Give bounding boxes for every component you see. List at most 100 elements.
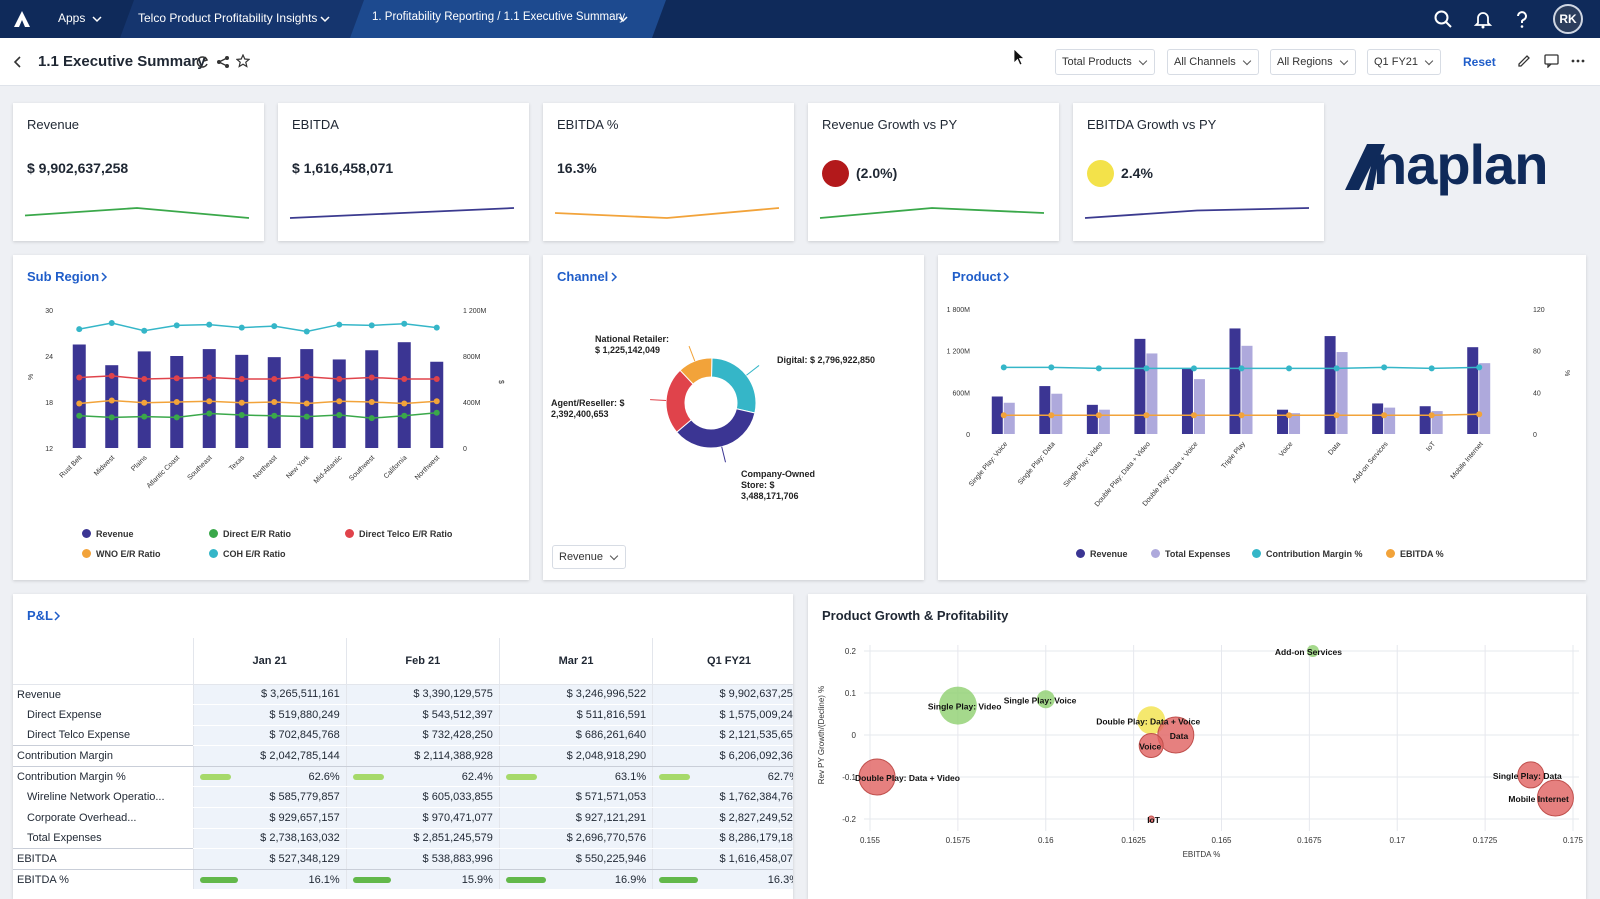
series-point[interactable] <box>1333 412 1340 419</box>
table-cell[interactable]: $ 732,428,250 <box>345 725 500 747</box>
column-header[interactable]: Feb 21 <box>345 638 500 685</box>
table-cell[interactable]: $ 2,827,249,525 <box>652 807 793 829</box>
column-header[interactable]: Jan 21 <box>192 638 347 685</box>
series-point[interactable] <box>1238 365 1245 372</box>
table-cell[interactable]: $ 605,033,855 <box>345 786 500 809</box>
series-point[interactable] <box>206 321 213 328</box>
series-point[interactable] <box>238 399 245 406</box>
series-point[interactable] <box>1286 365 1293 372</box>
bubble-point[interactable] <box>858 758 896 796</box>
revenue-bar[interactable] <box>1467 347 1479 434</box>
table-cell[interactable]: $ 1,762,384,766 <box>652 786 793 809</box>
table-cell[interactable]: $ 2,042,785,144 <box>192 745 347 767</box>
expense-bar[interactable] <box>1289 413 1301 434</box>
table-cell[interactable]: $ 2,738,163,032 <box>192 828 347 850</box>
expense-bar[interactable] <box>1193 379 1205 434</box>
series-point[interactable] <box>303 328 310 335</box>
series-point[interactable] <box>206 398 213 405</box>
series-point[interactable] <box>303 373 310 380</box>
revenue-bar[interactable] <box>430 361 444 448</box>
table-cell[interactable]: $ 686,261,640 <box>498 725 653 747</box>
legend-contribution-margin[interactable]: Contribution Margin % <box>1252 549 1363 559</box>
table-cell[interactable]: 62.6% <box>192 766 347 788</box>
series-point[interactable] <box>1286 412 1293 419</box>
table-cell[interactable]: $ 1,616,458,071 <box>652 848 793 870</box>
series-point[interactable] <box>76 326 83 333</box>
comment-icon[interactable] <box>1544 54 1559 68</box>
expense-bar[interactable] <box>1051 393 1063 434</box>
table-row[interactable]: Revenue $ 3,265,511,161 $ 3,390,129,575 $ 3… <box>13 684 793 706</box>
table-row[interactable]: EBITDA % 16.1% 15.9% 16.9% 16.3% <box>13 869 793 891</box>
table-row[interactable]: Contribution Margin $ 2,042,785,144 $ 2,11… <box>13 745 793 767</box>
filter-products[interactable]: Total Products <box>1055 49 1155 75</box>
share-icon[interactable] <box>216 55 230 69</box>
chevron-right-icon[interactable] <box>100 272 108 282</box>
series-point[interactable] <box>271 376 278 382</box>
expense-bar[interactable] <box>1003 402 1015 434</box>
series-point[interactable] <box>238 324 245 331</box>
series-point[interactable] <box>368 322 375 329</box>
legend-revenue[interactable]: Revenue <box>1076 549 1128 559</box>
revenue-bar[interactable] <box>1229 328 1241 434</box>
table-row[interactable]: Direct Expense $ 519,880,249 $ 543,512,397… <box>13 704 793 726</box>
table-cell[interactable]: 62.7% <box>652 766 793 788</box>
series-point[interactable] <box>1333 365 1340 372</box>
legend-revenue[interactable]: Revenue <box>82 529 134 539</box>
table-cell[interactable]: $ 2,851,245,579 <box>345 828 500 850</box>
series-point[interactable] <box>401 400 408 407</box>
series-point[interactable] <box>141 327 148 334</box>
series-point[interactable] <box>336 398 343 405</box>
series-point[interactable] <box>1476 411 1483 418</box>
table-cell[interactable]: $ 585,779,857 <box>192 786 347 809</box>
series-point[interactable] <box>206 410 213 417</box>
sub-region-title[interactable]: Sub Region <box>27 269 100 284</box>
legend-direct-telco-er[interactable]: Direct Telco E/R Ratio <box>345 529 452 539</box>
revenue-bar[interactable] <box>105 365 119 448</box>
series-point[interactable] <box>108 414 115 421</box>
table-row[interactable]: Total Expenses $ 2,738,163,032 $ 2,851,245… <box>13 828 793 850</box>
revenue-bar[interactable] <box>1134 338 1146 434</box>
series-point[interactable] <box>433 324 440 331</box>
table-cell[interactable]: $ 2,121,535,658 <box>652 725 793 747</box>
revenue-bar[interactable] <box>1372 403 1384 434</box>
series-point[interactable] <box>173 322 180 329</box>
table-cell[interactable]: $ 927,121,291 <box>498 807 653 829</box>
series-point[interactable] <box>1428 365 1435 372</box>
edit-pencil-icon[interactable] <box>1517 54 1531 68</box>
expense-bar[interactable] <box>1336 352 1348 434</box>
table-cell[interactable]: 63.1% <box>498 766 653 788</box>
table-cell[interactable]: $ 519,880,249 <box>192 704 347 726</box>
table-row[interactable]: Corporate Overhead... $ 929,657,157 $ 970,… <box>13 807 793 829</box>
revenue-bar[interactable] <box>1039 386 1051 434</box>
legend-total-expenses[interactable]: Total Expenses <box>1151 549 1230 559</box>
series-point[interactable] <box>141 413 148 420</box>
table-cell[interactable]: $ 8,286,179,187 <box>652 828 793 850</box>
revenue-bar[interactable] <box>137 351 151 448</box>
table-cell[interactable]: 62.4% <box>345 766 500 788</box>
series-point[interactable] <box>433 376 440 382</box>
bubble-point[interactable] <box>1147 815 1155 823</box>
series-point[interactable] <box>1000 412 1007 419</box>
bubble-point[interactable] <box>1517 761 1545 789</box>
chevron-right-icon[interactable] <box>610 272 618 282</box>
donut-slice[interactable] <box>711 357 757 414</box>
bubble-point[interactable] <box>938 686 977 725</box>
channel-measure-dropdown[interactable]: Revenue <box>552 545 627 569</box>
series-point[interactable] <box>1381 364 1388 371</box>
series-point[interactable] <box>1095 412 1102 419</box>
table-cell[interactable]: 15.9% <box>345 869 500 891</box>
series-point[interactable] <box>336 376 343 382</box>
series-point[interactable] <box>1190 365 1197 372</box>
series-point[interactable] <box>368 415 375 422</box>
table-row[interactable]: Wireline Network Operatio... $ 585,779,85… <box>13 786 793 809</box>
revenue-bar[interactable] <box>72 344 86 449</box>
help-icon[interactable] <box>1512 9 1532 29</box>
table-cell[interactable]: $ 702,845,768 <box>192 725 347 747</box>
series-point[interactable] <box>1143 412 1150 419</box>
expense-bar[interactable] <box>1098 409 1110 434</box>
apps-menu[interactable]: Apps <box>0 0 130 38</box>
bell-icon[interactable] <box>1473 9 1493 29</box>
star-icon[interactable] <box>236 54 250 68</box>
series-point[interactable] <box>173 414 180 421</box>
series-point[interactable] <box>238 376 245 382</box>
